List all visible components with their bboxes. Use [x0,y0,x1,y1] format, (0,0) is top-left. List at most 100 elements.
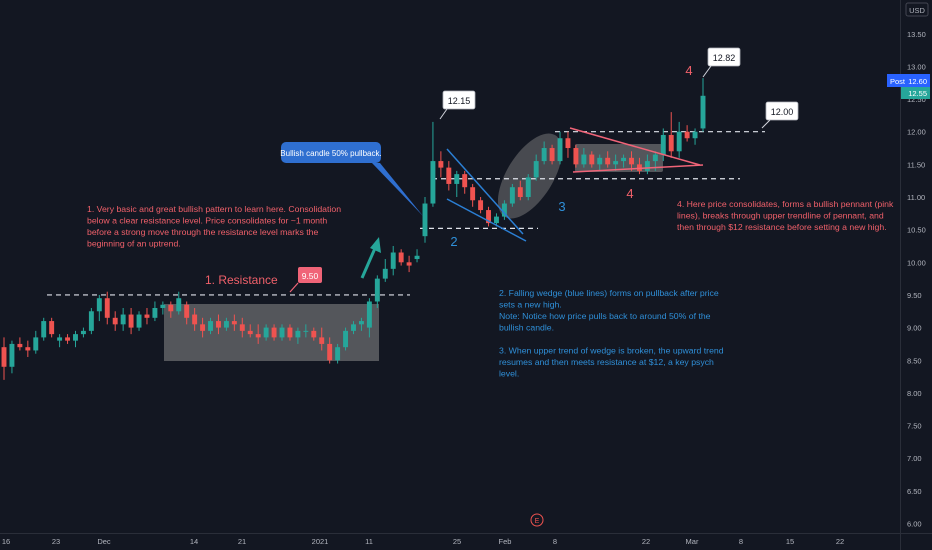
candle-body [41,321,47,338]
y-axis-ticks: 13.50 13.00 12.50 12.00 11.50 11.00 10.50 10.00… [907,30,926,529]
candle [335,343,341,364]
y-tick-label: 9.50 [907,291,922,300]
candle-body [1,347,7,367]
candle-body [49,321,55,335]
candle [501,200,507,220]
earnings-marker-circle[interactable] [530,513,544,527]
candle [303,324,309,338]
candle-body [80,330,86,335]
candle [33,330,39,354]
candle-body [271,327,277,338]
candle-body [549,148,555,162]
currency-label: USD [909,6,925,15]
candle-body [88,311,94,331]
y-tick-label: 8.50 [907,356,922,365]
x-tick-label: Feb [499,537,512,546]
candle [319,327,325,351]
x-tick-label: 25 [453,537,461,546]
candle [644,154,650,175]
candle-body [414,255,420,260]
annotation-note-4: 4. Here price consolidates, forms a bull… [677,199,894,232]
candle-body [104,298,110,318]
candle [454,170,460,197]
resistance-badge-tail [289,282,299,293]
post-price-badge [887,74,930,87]
candle [192,308,198,331]
x-tick-label: 21 [238,537,246,546]
breakout-arrow-shaft [360,245,378,279]
candle [573,144,579,168]
post-price-label: Post [890,77,906,86]
x-tick-label: 15 [786,537,794,546]
candle [470,183,476,207]
candle-body [478,200,484,211]
y-tick-label: 13.00 [907,62,926,71]
candle-body [422,203,428,237]
peak1-badge-text: 12.15 [448,96,471,106]
candle-body [509,187,515,204]
currency-box[interactable] [905,2,929,17]
wedge-upper-line [446,148,524,235]
candle [120,308,126,331]
candle-body [223,321,229,328]
candle [263,324,269,341]
candle-body [247,330,253,335]
candle [430,121,436,207]
candle [327,337,333,364]
candle [231,314,237,331]
candle [311,327,317,341]
candle-body [446,167,452,184]
candle [279,324,285,341]
bubble-text: Bullish candle 50% pullback. [280,149,381,158]
candle-body [517,187,523,197]
marker-3: 3 [558,199,565,214]
level-lines [47,131,765,296]
x-tick-label: Mar [686,537,699,546]
candle [557,131,563,165]
candle-body [96,298,102,312]
y-tick-label: 11.50 [907,160,925,169]
peak2-badge-box [707,47,741,67]
candle-body [17,343,23,348]
candle [597,154,603,171]
candle-body [231,321,237,325]
candle [343,327,349,351]
y-tick-label: 11.00 [907,193,925,202]
candle [581,148,587,168]
candle-body [303,330,309,332]
candle [271,324,277,341]
candle-body [589,154,595,165]
candle-body [541,148,547,162]
candle-body [406,262,412,266]
resistance-title: 1. Resistance [205,273,278,287]
candle [390,245,396,276]
x-tick-label: 14 [190,537,198,546]
candle [255,324,261,344]
candle-body [184,304,190,318]
x-tick-label: 23 [52,537,60,546]
candle-body [327,343,333,361]
candle-body [605,157,611,165]
candle-body [216,321,221,328]
candle [1,337,7,380]
marker-4-top: 4 [685,63,692,78]
candle [486,206,491,227]
candle-body [192,314,198,325]
candle-body [343,330,349,348]
candle [676,121,682,158]
candle-body [366,301,372,328]
candle-body [597,157,603,165]
candle-body [65,337,71,341]
candle [382,259,388,282]
candle-body [494,216,499,224]
breakout-arrow-head [370,237,381,253]
bubble-pointer [372,163,423,216]
candle [668,112,674,158]
candle [636,157,642,175]
candle-body [295,330,301,338]
candle [366,298,372,338]
candle-body [168,304,174,312]
candle [239,317,245,338]
last-price-value: 12.55 [908,89,927,98]
